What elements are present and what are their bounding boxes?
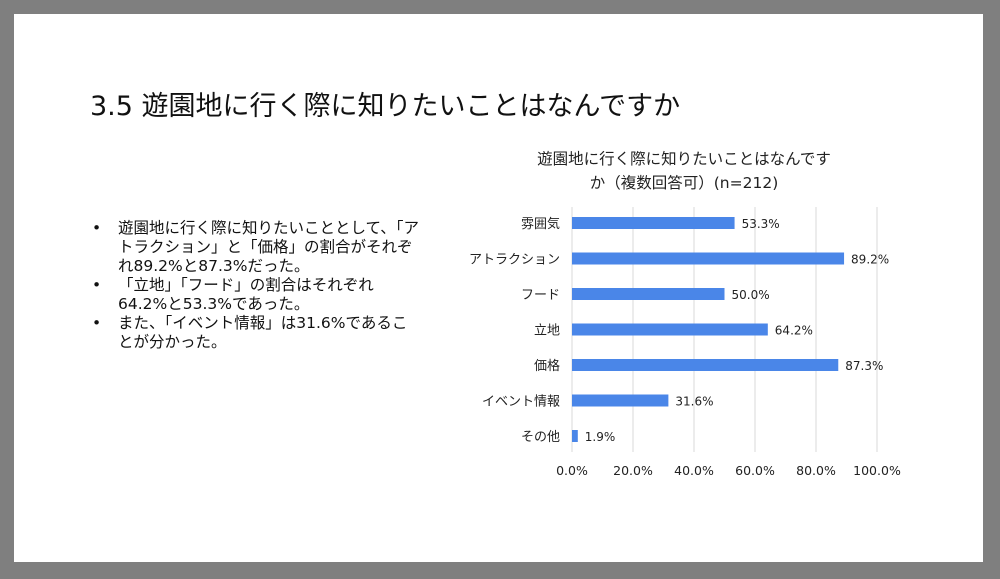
x-tick-label: 40.0% (674, 463, 714, 478)
category-label: フード (521, 288, 560, 303)
bullet-item: 遊園地に行く際に知りたいこととして、「アトラクション」と「価格」の割合がそれぞれ… (92, 219, 422, 276)
bullet-list: 遊園地に行く際に知りたいこととして、「アトラクション」と「価格」の割合がそれぞれ… (92, 219, 422, 352)
category-label: 立地 (534, 324, 560, 339)
value-label: 89.2% (851, 253, 889, 267)
bar (572, 217, 735, 229)
value-labels: 53.3% 89.2% 50.0% 64.2% 87.3% 31.6% 1.9% (585, 217, 889, 444)
value-label: 1.9% (585, 430, 616, 444)
bar-chart: 遊園地に行く際に知りたいことはなんですか（複数回答可）(n=212) 雰囲気アト… (469, 150, 901, 478)
chart-title: 遊園地に行く際に知りたいことはなんですか（複数回答可）(n=212) (537, 150, 831, 192)
value-label: 64.2% (775, 324, 813, 338)
category-label: アトラクション (469, 253, 560, 268)
slide: 3.5 遊園地に行く際に知りたいことはなんですか 遊園地に行く際に知りたいことと… (14, 14, 983, 562)
bar (572, 252, 845, 265)
x-tick-label: 100.0% (853, 463, 901, 478)
x-axis-ticks: 0.0% 20.0% 40.0% 60.0% 80.0% 100.0% (556, 463, 901, 478)
x-tick-label: 60.0% (735, 463, 775, 478)
value-label: 50.0% (732, 288, 770, 302)
x-tick-label: 0.0% (556, 463, 588, 478)
category-label: 価格 (534, 358, 560, 374)
slide-title: 3.5 遊園地に行く際に知りたいことはなんですか (90, 91, 681, 122)
chart-title-line: か（複数回答可）(n=212) (590, 174, 779, 192)
bar (572, 323, 768, 336)
bar (572, 430, 578, 442)
bar (572, 359, 839, 371)
bullet-item: また、「イベント情報」は31.6%であることが分かった。 (92, 314, 422, 352)
value-label: 87.3% (845, 359, 883, 373)
value-label: 31.6% (675, 395, 713, 409)
x-tick-label: 20.0% (613, 463, 653, 478)
category-label: イベント情報 (482, 395, 560, 410)
category-label: その他 (521, 430, 560, 445)
value-label: 53.3% (742, 217, 780, 231)
chart-bars (572, 217, 845, 442)
bar (572, 288, 725, 300)
bar (572, 394, 669, 407)
x-tick-label: 80.0% (796, 463, 836, 478)
bullet-item: 「立地」「フード」の割合はそれぞれ64.2%と53.3%であった。 (92, 276, 422, 314)
category-label: 雰囲気 (521, 216, 560, 232)
chart-title-line: 遊園地に行く際に知りたいことはなんです (537, 150, 831, 168)
